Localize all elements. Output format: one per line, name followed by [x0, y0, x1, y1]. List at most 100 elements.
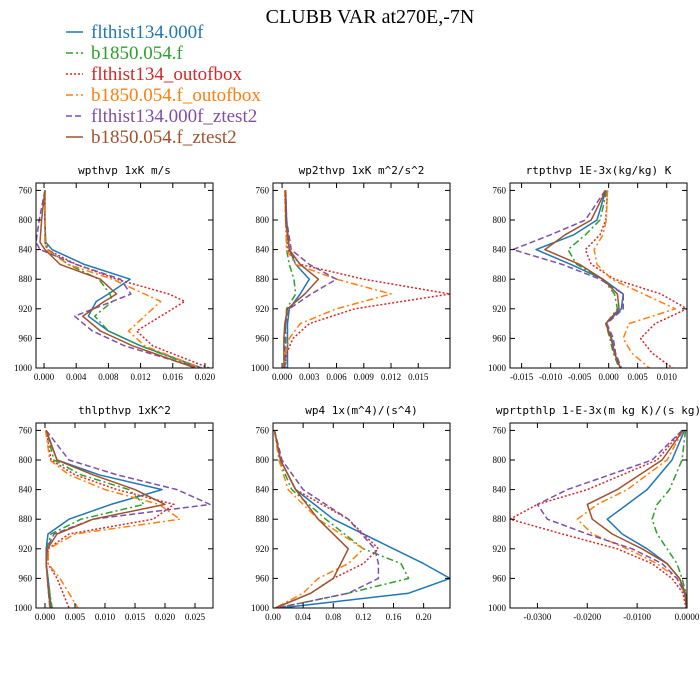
- x-tick-label: 0.16: [386, 612, 402, 622]
- x-tick-label: 0.012: [381, 372, 401, 382]
- series-line: [273, 430, 410, 608]
- series-line: [651, 430, 687, 608]
- plot-frame: [272, 422, 451, 609]
- x-tick-label: 0.000: [599, 372, 620, 382]
- x-tick-label: -0.0100: [623, 612, 651, 622]
- x-tick-label: 0.015: [125, 612, 146, 622]
- y-tick-label: 760: [256, 185, 270, 195]
- plot-frame: [509, 422, 688, 609]
- y-tick-label: 840: [19, 485, 33, 495]
- series-line: [39, 190, 196, 368]
- x-tick-label: 0.005: [628, 372, 649, 382]
- x-tick-label: -0.0300: [524, 612, 552, 622]
- series-line: [586, 429, 687, 608]
- y-tick-label: 960: [493, 573, 507, 583]
- panel-1: wpthvp 1xK m/s76080084088092096010000.00…: [14, 164, 216, 382]
- y-tick-label: 840: [493, 485, 507, 495]
- series-line: [544, 190, 621, 368]
- panel-5: wp4 1x(m^4)/(s^4)76080084088092096010000…: [251, 404, 451, 622]
- x-tick-label: -0.0200: [573, 612, 601, 622]
- x-tick-label: 0.010: [95, 612, 116, 622]
- y-tick-label: 920: [19, 304, 33, 314]
- x-tick-label: 0.000: [35, 612, 56, 622]
- series-line: [606, 430, 687, 608]
- series-line: [273, 430, 450, 608]
- x-tick-label: 0.08: [325, 612, 341, 622]
- panel-title: rtpthvp 1E-3x(kg/kg) K: [526, 164, 672, 177]
- series-line: [273, 430, 380, 608]
- legend: flthist134.000fb1850.054.fflthist134_out…: [66, 22, 261, 148]
- series-line: [283, 190, 392, 368]
- series-line: [273, 430, 365, 608]
- figure-title: CLUBB VAR at270E,-7N: [266, 6, 475, 28]
- y-tick-label: 1000: [251, 363, 270, 373]
- x-tick-label: -0.005: [568, 372, 592, 382]
- legend-label: b1850.054.f_ztest2: [91, 127, 237, 148]
- legend-label: b1850.054.f_outofbox: [91, 85, 261, 106]
- x-tick-label: 0.015: [408, 372, 429, 382]
- panel-title: wpthvp 1xK m/s: [78, 164, 171, 177]
- y-tick-label: 840: [19, 245, 33, 255]
- series-line: [284, 190, 311, 368]
- series-line: [44, 190, 202, 368]
- x-tick-label: 0.00: [265, 612, 281, 622]
- y-tick-label: 920: [493, 544, 507, 554]
- x-tick-label: 0.009: [354, 372, 375, 382]
- x-tick-label: -0.010: [539, 372, 563, 382]
- series-line: [45, 430, 166, 608]
- x-tick-label: 0.000: [34, 372, 55, 382]
- series-line: [593, 190, 677, 368]
- panel-title: wprtpthlp 1-E-3x(m kg K)/(s kg): [496, 404, 700, 417]
- y-tick-label: 760: [19, 185, 33, 195]
- x-tick-label: 0.000: [272, 372, 293, 382]
- series-line: [512, 189, 624, 368]
- y-tick-label: 840: [256, 485, 270, 495]
- x-tick-label: 0.04: [295, 612, 311, 622]
- panel-title: wp4 1x(m^4)/(s^4): [305, 404, 418, 417]
- y-tick-label: 1000: [488, 603, 507, 613]
- x-tick-label: 0.008: [98, 372, 119, 382]
- x-tick-label: 0.016: [163, 372, 184, 382]
- legend-label: b1850.054.f: [91, 43, 184, 64]
- y-tick-label: 880: [19, 274, 33, 284]
- x-tick-label: 0.025: [185, 612, 206, 622]
- series-line: [273, 430, 350, 608]
- y-tick-label: 920: [19, 544, 33, 554]
- y-tick-label: 800: [19, 215, 33, 225]
- y-tick-label: 840: [256, 245, 270, 255]
- plot-frame: [35, 422, 214, 609]
- y-tick-label: 1000: [14, 603, 33, 613]
- y-tick-label: 800: [19, 455, 33, 465]
- x-tick-label: 0.005: [65, 612, 86, 622]
- y-tick-label: 800: [256, 215, 270, 225]
- y-tick-label: 960: [256, 333, 270, 343]
- series-line: [510, 429, 687, 608]
- y-tick-label: 1000: [14, 363, 33, 373]
- y-tick-label: 880: [256, 514, 270, 524]
- y-tick-label: 760: [493, 185, 507, 195]
- y-tick-label: 800: [256, 455, 270, 465]
- legend-label: flthist134.000f_ztest2: [91, 106, 257, 127]
- plot-frame: [272, 182, 451, 369]
- x-tick-label: 0.20: [416, 612, 432, 622]
- y-tick-label: 880: [256, 274, 270, 284]
- panel-3: rtpthvp 1E-3x(kg/kg) K 760 800 840 880 920 960…: [488, 164, 688, 382]
- series-line: [567, 190, 620, 368]
- panel-2: wp2thvp 1xK m^2/s^2 760 800 840 880 920 960 100…: [251, 164, 451, 382]
- series-line: [36, 190, 199, 368]
- series-line: [536, 429, 687, 608]
- legend-label: flthist134_outofbox: [91, 64, 242, 85]
- y-tick-label: 920: [256, 544, 270, 554]
- panel-6: wprtpthlp 1-E-3x(m kg K)/(s kg) 760 800 840…: [488, 404, 700, 622]
- y-tick-label: 960: [493, 333, 507, 343]
- y-tick-label: 840: [493, 245, 507, 255]
- y-tick-label: 880: [493, 274, 507, 284]
- y-tick-label: 800: [493, 215, 507, 225]
- x-tick-label: 0.004: [66, 372, 87, 382]
- y-tick-label: 880: [493, 514, 507, 524]
- y-tick-label: 960: [19, 333, 33, 343]
- x-tick-label: 0.012: [130, 372, 150, 382]
- series-line: [45, 430, 175, 608]
- x-tick-label: 0.003: [299, 372, 320, 382]
